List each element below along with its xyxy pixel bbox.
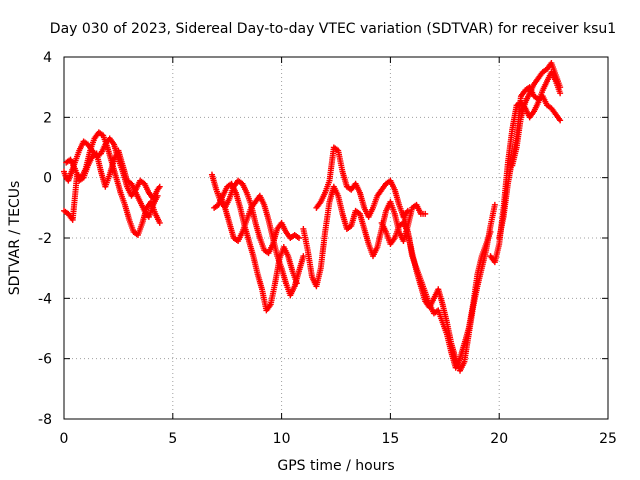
data-point [487,228,494,235]
series-s7 [300,183,429,290]
y-tick-label: 4 [43,50,52,66]
data-points [61,60,564,374]
x-tick-label: 0 [60,431,69,447]
y-tick-label: 0 [43,171,52,187]
series-s5 [211,180,300,314]
series-s8 [313,144,411,220]
data-point [557,90,564,97]
x-tick-label: 5 [168,431,177,447]
data-point [422,210,429,217]
x-tick-label: 20 [490,431,508,447]
y-tick-label: -8 [38,412,52,428]
data-point [404,207,411,214]
x-tick-label: 10 [273,431,291,447]
y-tick-label: 2 [43,110,52,126]
x-tick-label: 15 [381,431,399,447]
data-point [156,183,163,190]
data-point [491,201,498,208]
data-point [156,219,163,226]
data-point [296,235,303,241]
y-tick-label: -6 [38,352,52,368]
series-s6 [217,192,307,299]
data-point [300,253,307,260]
y-axis-label: SDTVAR / TECUs [7,181,23,296]
plot-frame [63,56,609,420]
series-s9 [378,201,498,374]
y-tick-labels: -8 -6 -4 -2 0 2 4 [38,50,52,428]
series-s3 [63,147,161,220]
x-tick-labels: 0 5 10 15 20 25 [60,431,617,447]
data-point [154,192,161,199]
data-point [557,84,564,91]
x-tick-label: 25 [599,431,617,447]
series-s4 [208,171,303,257]
chart-title: Day 030 of 2023, Sidereal Day-to-day VTE… [50,21,616,37]
y-tick-label: -4 [38,291,52,307]
series-s13 [509,60,564,169]
series-s10 [400,210,494,371]
data-point [557,117,564,124]
x-axis-label: GPS time / hours [277,458,394,474]
y-tick-label: -2 [38,231,52,247]
